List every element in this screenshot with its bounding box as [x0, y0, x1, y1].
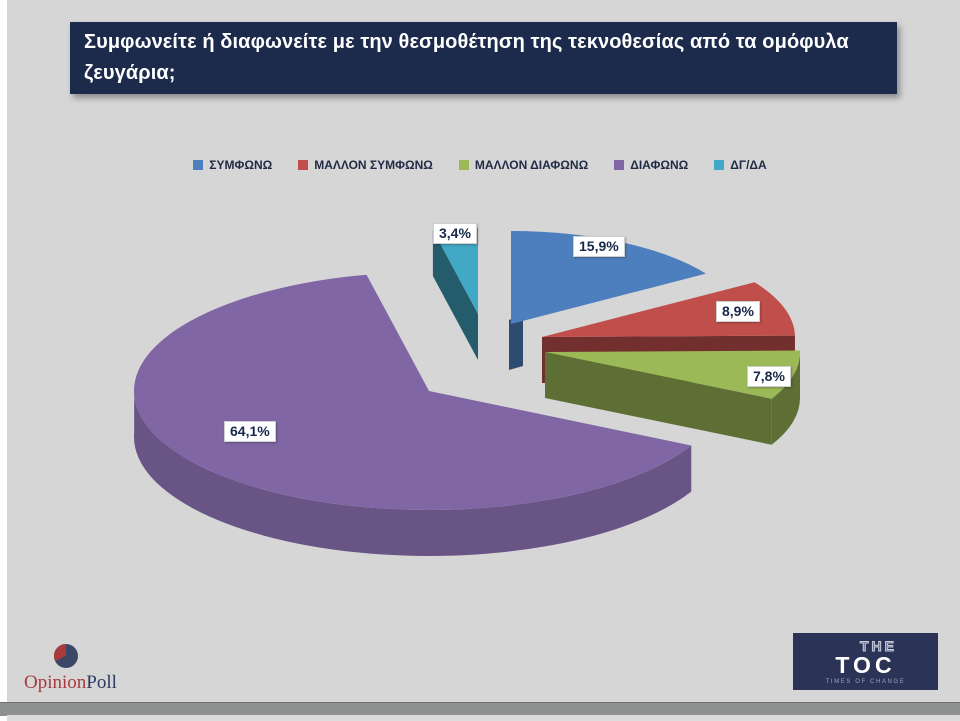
- pie-slice-top: [545, 350, 800, 399]
- thetoc-the: THE: [860, 637, 897, 654]
- pie-slice-arc-wall: [134, 386, 692, 556]
- question-line-2: ζευγάρια;: [84, 62, 176, 84]
- pie-slice-wall: [432, 229, 478, 360]
- legend-swatch: [193, 160, 204, 170]
- page-gap: [0, 702, 960, 716]
- legend-label: ΣΥΜΦΩΝΩ: [209, 158, 273, 172]
- pie-slice-top: [511, 231, 706, 324]
- legend-item: ΣΥΜΦΩΝΩ: [193, 158, 272, 172]
- pie-data-label: 64,1%: [224, 421, 276, 442]
- pie-data-label: 8,9%: [716, 301, 760, 322]
- legend-swatch: [714, 160, 725, 170]
- question-line-1: Συμφωνείτε ή διαφωνείτε με την θεσμοθέτη…: [84, 31, 849, 53]
- pie-slice-arc-wall: [771, 352, 800, 445]
- opinionpoll-word-poll: Poll: [86, 672, 117, 693]
- chart-legend: ΣΥΜΦΩΝΩ ΜΑΛΛΟΝ ΣΥΜΦΩΝΩ ΜΑΛΛΟΝ ΔΙΑΦΩΝΩ ΔΙΑΦΩ…: [0, 158, 960, 172]
- next-slide-edge: [7, 715, 960, 721]
- pie-slice-wall: [509, 314, 523, 370]
- legend-swatch: [458, 160, 469, 170]
- question-header: Συμφωνείτε ή διαφωνείτε με την θεσμοθέτη…: [70, 22, 897, 94]
- opinionpoll-word-opinion: Opinion: [24, 672, 87, 693]
- legend-item: ΜΑΛΛΟΝ ΔΙΑΦΩΝΩ: [458, 158, 589, 172]
- pie-slice-top: [133, 274, 692, 511]
- pie-slice-top: [432, 228, 478, 314]
- opinionpoll-wordmark: OpinionPoll: [24, 672, 117, 694]
- pie-slice-wall: [545, 352, 772, 445]
- pie-slice-top: [542, 282, 795, 337]
- legend-item: ΔΓ/ΔΑ: [714, 158, 767, 172]
- pie-data-label: 3,4%: [433, 223, 477, 244]
- legend-label: ΔΓ/ΔΑ: [730, 158, 767, 172]
- opinionpoll-pie-icon: [53, 643, 78, 668]
- legend-label: ΔΙΑΦΩΝΩ: [630, 158, 689, 172]
- legend-item: ΜΑΛΛΟΝ ΣΥΜΦΩΝΩ: [298, 158, 433, 172]
- legend-item: ΔΙΑΦΩΝΩ: [614, 158, 688, 172]
- thetoc-wordmark: TOC: [835, 651, 896, 678]
- opinionpoll-logo: OpinionPoll: [17, 640, 167, 700]
- legend-label: ΜΑΛΛΟΝ ΣΥΜΦΩΝΩ: [314, 158, 433, 172]
- legend-label: ΜΑΛΛΟΝ ΔΙΑΦΩΝΩ: [474, 158, 589, 172]
- thetoc-tagline: TIMES OF CHANGE: [825, 678, 906, 685]
- thetoc-logo: THE TOC TIMES OF CHANGE: [793, 633, 938, 690]
- pie-data-label: 15,9%: [573, 236, 625, 257]
- legend-swatch: [614, 160, 625, 170]
- pie-data-label: 7,8%: [747, 366, 791, 387]
- legend-swatch: [298, 160, 309, 170]
